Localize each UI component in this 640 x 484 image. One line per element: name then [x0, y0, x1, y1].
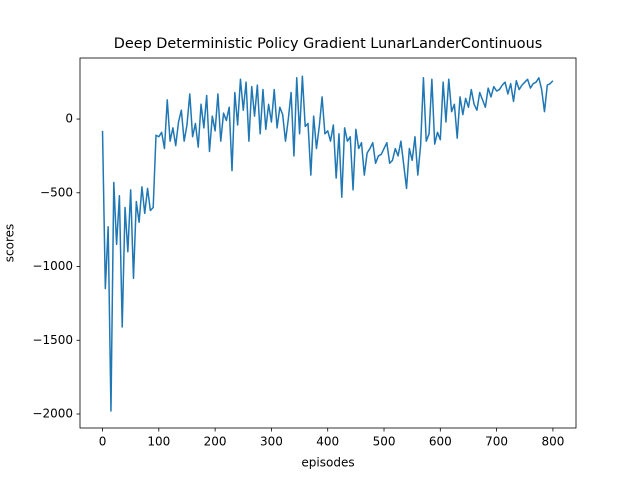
x-axis-label: episodes: [301, 456, 354, 470]
x-tick-label: 700: [485, 435, 508, 449]
x-tick-label: 200: [204, 435, 227, 449]
y-tick-label: −2000: [32, 406, 73, 420]
y-tick-label: −1500: [32, 333, 73, 347]
score-line: [101, 75, 554, 412]
chart-title: Deep Deterministic Policy Gradient Lunar…: [114, 36, 542, 52]
x-tick-label: 300: [260, 435, 283, 449]
y-tick-label: 0: [65, 112, 73, 126]
x-tick-label: 100: [147, 435, 170, 449]
y-tick-label: −500: [40, 185, 73, 199]
x-tick-label: 500: [373, 435, 396, 449]
x-tick-label: 800: [541, 435, 564, 449]
x-tick-label: 600: [429, 435, 452, 449]
y-tick-label: −1000: [32, 259, 73, 273]
x-tick-label: 0: [99, 435, 107, 449]
y-axis-label: scores: [3, 224, 17, 263]
x-tick-label: 400: [316, 435, 339, 449]
